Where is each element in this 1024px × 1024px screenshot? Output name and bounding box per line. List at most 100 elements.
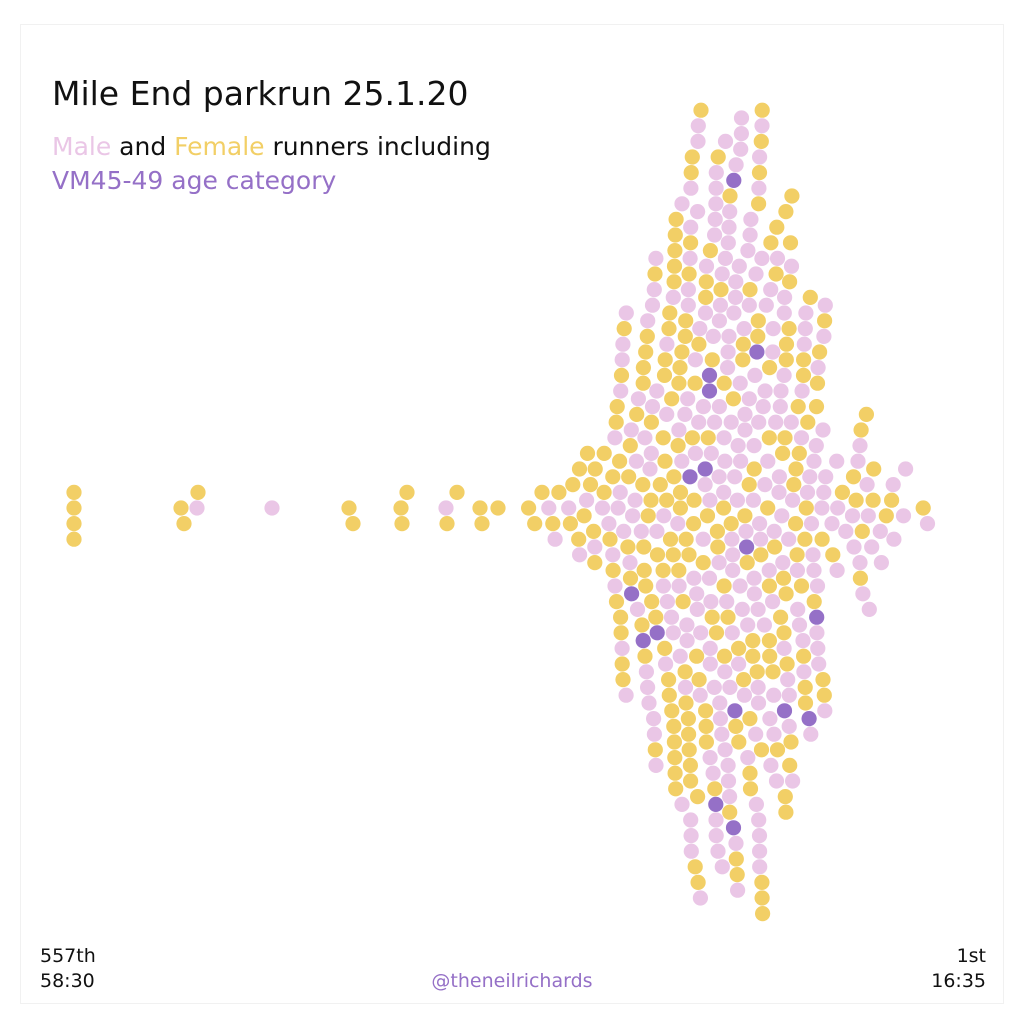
- runner-dot: [710, 149, 726, 165]
- runner-dot: [667, 227, 683, 243]
- runner-dot: [399, 484, 415, 500]
- runner-dot: [680, 711, 697, 727]
- runner-dot: [864, 539, 880, 555]
- author-credit: @theneilrichards: [431, 970, 593, 992]
- runner-dot: [345, 516, 361, 532]
- runner-dot: [724, 531, 740, 547]
- runner-dot: [811, 656, 827, 672]
- runner-dot: [678, 313, 694, 329]
- runner-dot: [672, 484, 689, 500]
- runner-dot: [722, 188, 738, 204]
- runner-dot: [264, 500, 280, 516]
- runner-dot: [895, 508, 912, 524]
- runner-dot: [609, 399, 625, 415]
- runner-dot: [190, 484, 206, 500]
- runner-dot: [878, 508, 894, 524]
- runner-dot: [803, 726, 819, 742]
- runner-dot: [643, 492, 659, 508]
- runner-dot: [797, 531, 813, 547]
- runner-dot: [681, 266, 697, 282]
- runner-dot: [707, 211, 723, 227]
- runner-dot: [438, 500, 454, 516]
- runner-dot: [687, 859, 703, 875]
- runner-dot: [915, 500, 931, 516]
- runner-dot: [722, 789, 738, 805]
- runner-dot: [738, 523, 754, 540]
- runner-dot: [672, 500, 689, 516]
- runner-dot: [661, 672, 677, 688]
- runner-dot: [779, 656, 795, 672]
- runner-dot: [677, 328, 693, 344]
- runner-dot: [613, 367, 630, 383]
- runner-dot: [690, 874, 706, 891]
- runner-dot: [393, 500, 409, 516]
- runner-dot: [761, 430, 777, 446]
- runner-dot: [474, 516, 490, 532]
- runner-dot: [750, 695, 767, 711]
- runner-dot: [667, 750, 683, 766]
- runner-dot: [809, 625, 825, 641]
- runner-dot: [720, 773, 737, 789]
- runner-dot: [629, 406, 645, 422]
- runner-dot: [717, 664, 733, 680]
- runner-dot: [698, 274, 714, 290]
- runner-dot: [711, 313, 728, 329]
- runner-dot: [766, 726, 782, 742]
- runner-dot: [853, 422, 869, 438]
- runner-dot: [705, 765, 721, 781]
- runner-dot: [637, 648, 653, 664]
- runner-dot: [646, 282, 662, 298]
- runner-dot: [621, 469, 637, 485]
- runner-dot: [722, 679, 738, 696]
- runner-dot: [613, 383, 629, 399]
- runner-dot: [846, 539, 862, 555]
- runner-dot: [638, 578, 654, 594]
- runner-dot: [662, 305, 678, 321]
- runner-dot: [796, 336, 812, 352]
- runner-dot: [689, 586, 705, 602]
- runner-dot: [690, 204, 706, 220]
- first-place-label: 1st 16:35: [931, 944, 986, 994]
- runner-dot: [801, 711, 817, 727]
- runner-dot: [777, 430, 793, 446]
- runner-dot: [613, 625, 629, 641]
- runner-dot: [748, 266, 764, 282]
- runner-dot: [745, 492, 762, 508]
- runner-dot: [732, 578, 748, 594]
- runner-dot: [866, 461, 882, 477]
- runner-dot: [785, 773, 801, 789]
- runner-dot: [714, 859, 730, 875]
- runner-dot: [859, 477, 875, 493]
- runner-dot: [675, 594, 691, 610]
- runner-dot: [865, 492, 881, 508]
- runner-dot: [697, 477, 713, 493]
- runner-dot: [710, 843, 726, 859]
- runner-dot: [746, 438, 762, 454]
- runner-dot: [782, 274, 798, 290]
- runner-dot: [767, 539, 783, 555]
- runner-dot: [716, 578, 732, 594]
- runner-dot: [845, 469, 862, 485]
- runner-dot: [816, 484, 832, 500]
- runner-dot: [680, 282, 697, 298]
- runner-dot: [788, 516, 804, 532]
- chart-title: Mile End parkrun 25.1.20: [52, 74, 469, 113]
- runner-dot: [691, 672, 707, 688]
- legend-rest: runners including: [264, 132, 491, 161]
- runner-dot: [439, 516, 455, 532]
- runner-dot: [761, 562, 777, 579]
- runner-dot: [683, 165, 699, 181]
- runner-dot: [756, 617, 773, 633]
- runner-dot: [708, 828, 724, 844]
- runner-dot: [655, 430, 671, 446]
- runner-dot: [625, 508, 641, 524]
- runner-dot: [754, 874, 770, 891]
- runner-dot: [783, 414, 799, 430]
- runner-dot: [662, 531, 679, 547]
- runner-dot: [712, 711, 729, 727]
- runner-dot: [711, 469, 727, 485]
- runner-dot: [753, 133, 769, 149]
- runner-dot: [766, 687, 782, 703]
- runner-dot: [681, 726, 697, 742]
- runner-dot: [674, 453, 690, 469]
